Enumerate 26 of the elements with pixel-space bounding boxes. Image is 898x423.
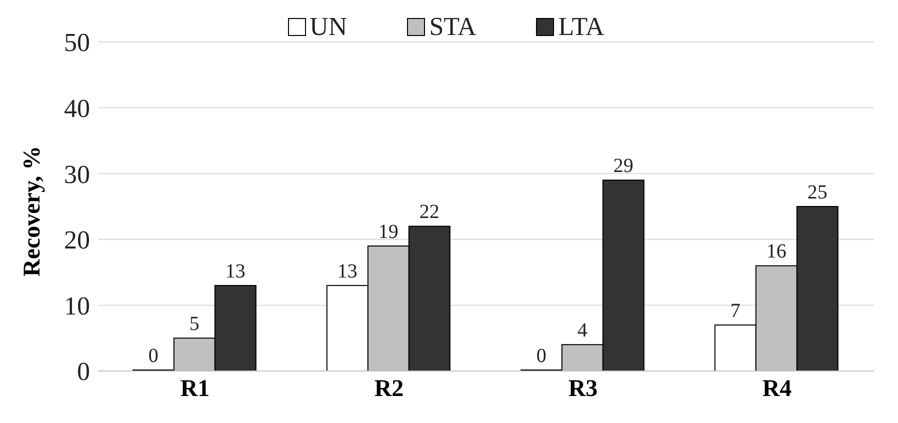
data-label: 7 xyxy=(730,300,740,322)
data-label: 22 xyxy=(419,201,440,224)
y-tick-label: 0 xyxy=(77,357,90,386)
data-label: 25 xyxy=(807,182,828,204)
legend-label: UN xyxy=(308,12,348,42)
data-label: 0 xyxy=(148,345,158,367)
legend-label: STA xyxy=(428,12,476,42)
x-tick-label: R3 xyxy=(568,376,598,402)
y-tick-label: 40 xyxy=(64,94,90,124)
y-tick-label: 30 xyxy=(64,160,90,189)
legend-label: LTA xyxy=(557,12,604,42)
data-label: 19 xyxy=(378,220,398,243)
data-label: 4 xyxy=(577,320,588,342)
y-tick-label: 20 xyxy=(64,226,90,255)
x-tick-label: R4 xyxy=(762,376,792,402)
data-label: 16 xyxy=(766,240,786,263)
data-label: 29 xyxy=(613,155,634,178)
x-tick-label: R2 xyxy=(374,376,404,402)
y-axis-title: Recovery, % xyxy=(20,146,46,276)
data-label: 13 xyxy=(337,260,358,282)
data-label: 13 xyxy=(225,260,246,282)
data-label: 0 xyxy=(536,345,546,367)
data-label: 5 xyxy=(189,313,200,336)
y-tick-label: 10 xyxy=(64,291,90,320)
x-tick-label: R1 xyxy=(180,376,210,402)
y-tick-label: 50 xyxy=(64,28,90,58)
